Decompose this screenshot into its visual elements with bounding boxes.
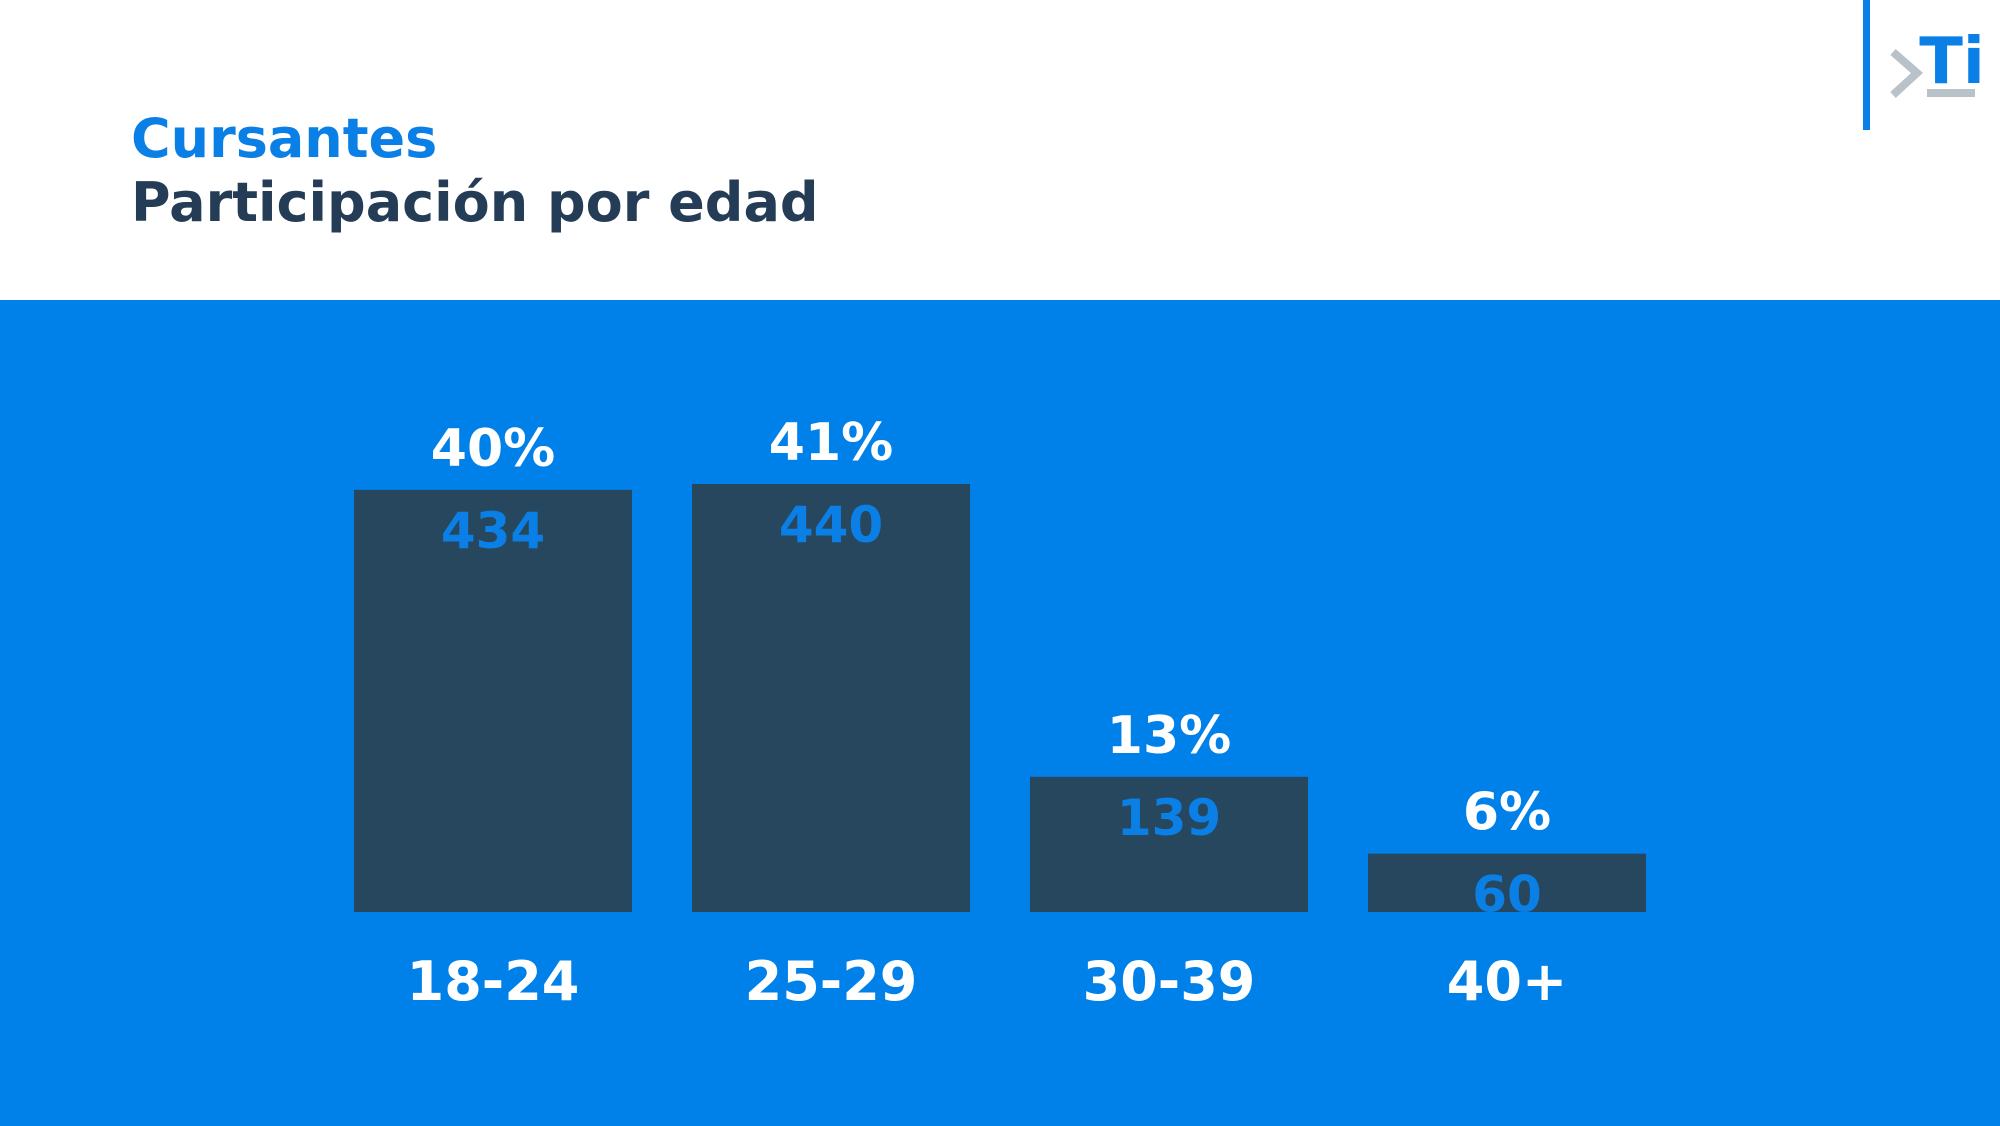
bar (354, 489, 632, 912)
ti-logo: Ti (1863, 0, 1985, 130)
bar-chart: 40% 434 18-24 41% 440 25-29 13% 139 30-39 6% 60 40+ (0, 300, 2000, 1126)
bar-count-label: 60 (1472, 866, 1542, 924)
bar-percent-label: 6% (1463, 783, 1551, 843)
bar-percent-label: 40% (431, 419, 555, 479)
bar-count-label: 139 (1117, 789, 1221, 847)
bar-percent-label: 41% (769, 413, 893, 473)
bar-percent-label: 13% (1107, 706, 1231, 766)
x-tick-label: 25-29 (745, 950, 918, 1013)
header: Cursantes Participación por edad Ti (0, 0, 2000, 300)
logo-text: Ti (1919, 25, 1985, 99)
bars: 40% 434 18-24 41% 440 25-29 13% 139 30-39 6% 60 40+ (354, 413, 1646, 1013)
page-subtitle: Participación por edad (131, 171, 819, 234)
x-tick-label: 30-39 (1083, 950, 1256, 1013)
bar (692, 484, 970, 912)
chart-panel: 40% 434 18-24 41% 440 25-29 13% 139 30-39 6% 60 40+ (0, 300, 2000, 1126)
bar (1030, 776, 1308, 912)
bar (1368, 853, 1646, 912)
bar-count-label: 440 (779, 496, 883, 554)
chart-background (0, 300, 2000, 1126)
logo-underline (1927, 89, 1975, 97)
x-tick-label: 40+ (1447, 950, 1567, 1013)
logo-chevron-icon (1890, 48, 1923, 98)
x-tick-label: 18-24 (407, 950, 580, 1013)
logo-divider-line (1863, 0, 1870, 130)
bar-count-label: 434 (441, 502, 545, 560)
page-title: Cursantes (131, 107, 438, 170)
